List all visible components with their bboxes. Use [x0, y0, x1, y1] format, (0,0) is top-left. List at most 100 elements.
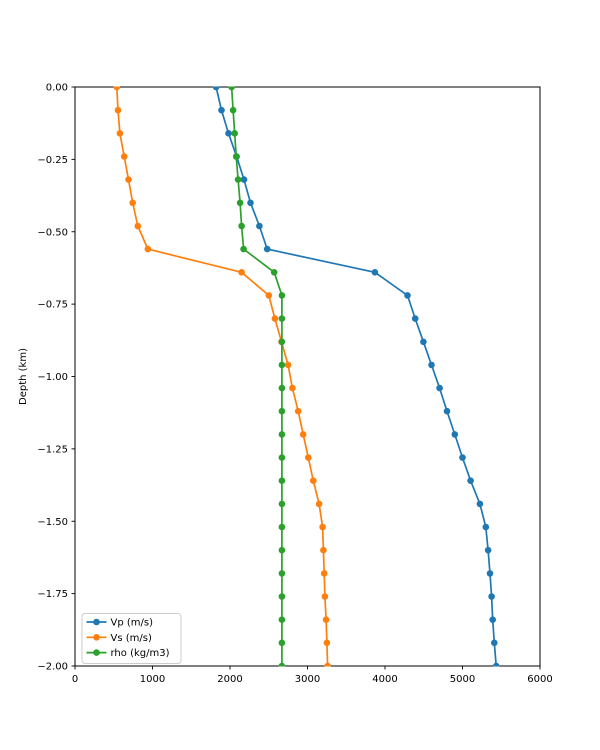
- series-rho-marker: [278, 292, 286, 299]
- series-rho-marker: [278, 546, 286, 554]
- legend-label: Vp (m/s): [111, 618, 154, 629]
- series-rho-marker: [278, 639, 286, 647]
- series-vs-marker: [113, 86, 121, 91]
- series-vp-marker: [482, 523, 490, 531]
- y-tick-label: −0.50: [37, 227, 68, 238]
- series-vp-marker: [404, 292, 411, 299]
- series-vs-marker: [289, 384, 296, 392]
- series-vs-marker: [129, 199, 136, 207]
- series-rho-marker: [228, 86, 235, 91]
- series-rho-marker: [231, 130, 238, 137]
- series-rho-marker: [240, 245, 247, 253]
- series-vs-marker: [125, 176, 132, 183]
- series-vs-marker: [284, 361, 292, 369]
- series-rho-marker: [278, 662, 286, 667]
- series-vp-marker: [443, 407, 451, 415]
- legend-marker-icon: [93, 618, 100, 626]
- series-vs-marker: [322, 616, 330, 623]
- series-vp-marker: [420, 338, 427, 346]
- series-vs-marker: [323, 639, 331, 647]
- x-tick-label: 3000: [295, 674, 320, 685]
- series-vp-line: [215, 86, 498, 667]
- y-tick-label: −0.75: [37, 300, 68, 311]
- legend: Vp (m/s) Vs (m/s) rho (kg/m3): [81, 613, 182, 664]
- series-vs-marker: [305, 454, 312, 461]
- series-vp-marker: [451, 431, 459, 438]
- series-vp-marker: [212, 86, 220, 91]
- series-rho-marker: [278, 431, 286, 438]
- legend-frame: [81, 613, 182, 664]
- series-vs-marker: [310, 477, 317, 485]
- x-tick-label: 1000: [140, 674, 165, 685]
- y-tick-label: −1.50: [37, 517, 68, 528]
- series-rho-marker: [270, 269, 278, 276]
- legend-label: rho (kg/m3): [111, 648, 170, 659]
- series-vs-marker: [114, 106, 122, 114]
- series-vs-line: [115, 86, 329, 667]
- series-vs-marker: [321, 593, 329, 600]
- series-rho-marker: [278, 477, 286, 485]
- series-vp-marker: [484, 546, 492, 554]
- y-tick-label: −0.25: [37, 155, 68, 166]
- series-vp-marker: [428, 361, 435, 369]
- series-vs-marker: [120, 153, 128, 160]
- series-vp-marker: [240, 176, 248, 183]
- series-vs-marker: [238, 269, 245, 276]
- series-vp-marker: [225, 130, 232, 137]
- series-rho-marker: [278, 338, 286, 346]
- series-vp-marker: [371, 269, 379, 276]
- x-tick-label: 0: [72, 674, 78, 685]
- y-tick-label: −2.00: [37, 662, 68, 673]
- legend-entry-vs: Vs (m/s): [86, 633, 152, 644]
- series-rho-marker: [278, 500, 286, 508]
- series-vs-marker: [324, 662, 331, 667]
- series-rho-marker: [236, 199, 244, 207]
- series-vs-marker: [320, 570, 328, 577]
- series-vs-marker: [265, 292, 273, 299]
- y-tick-label: −1.75: [37, 589, 68, 600]
- plot-area: [74, 86, 541, 667]
- legend-marker-icon: [93, 634, 100, 641]
- series-vs-marker: [320, 546, 327, 554]
- series-rho-marker: [278, 454, 286, 461]
- series-rho-marker: [234, 176, 242, 183]
- series-rho-marker: [278, 361, 286, 369]
- series-vp-marker: [247, 199, 254, 207]
- series-vs-marker: [315, 500, 323, 508]
- series-rho-marker: [278, 570, 286, 577]
- legend-label: Vs (m/s): [111, 633, 152, 644]
- series-vp-marker: [492, 662, 500, 667]
- series-rho-marker: [238, 222, 245, 230]
- series-rho-marker: [278, 315, 286, 322]
- series-rho-marker: [278, 407, 286, 415]
- series-rho-marker: [278, 616, 286, 623]
- series-rho-line: [230, 86, 283, 666]
- y-tick-label: −1.25: [37, 444, 68, 455]
- x-tick-label: 6000: [527, 674, 552, 685]
- y-axis-label: Depth (km): [18, 348, 29, 405]
- series-rho-marker: [232, 153, 240, 160]
- series-vs-marker: [271, 315, 279, 322]
- series-rho-marker: [278, 593, 286, 600]
- series-vp-marker: [489, 616, 497, 623]
- y-tick-label: −1.00: [37, 372, 68, 383]
- series-vs-marker: [319, 523, 326, 531]
- legend-marker-icon: [93, 649, 100, 656]
- x-tick-label: 4000: [372, 674, 397, 685]
- legend-entry-vp: Vp (m/s): [86, 618, 154, 629]
- series-vs-marker: [294, 407, 302, 415]
- series-vp-marker: [459, 454, 466, 461]
- series-rho-marker: [229, 106, 237, 114]
- series-vs-marker: [116, 130, 124, 137]
- y-tick-label: 0.00: [46, 83, 68, 94]
- series-vs-marker: [144, 245, 152, 253]
- x-tick-label: 2000: [217, 674, 242, 685]
- series-vp-marker: [467, 477, 474, 485]
- series-rho-marker: [278, 523, 286, 531]
- series-vp-marker: [256, 222, 263, 230]
- series-vp-marker: [491, 639, 498, 647]
- series-vp-marker: [411, 315, 419, 322]
- series-vs-marker: [299, 431, 307, 438]
- series-vs-marker: [134, 222, 142, 230]
